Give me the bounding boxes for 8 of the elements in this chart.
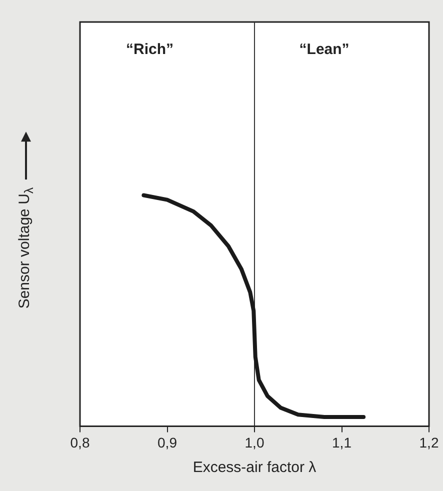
text: “Rich” [126, 41, 174, 58]
x-tick-label: 1,2 [419, 434, 439, 450]
x-tick-label: 0,8 [70, 434, 90, 450]
x-axis-title: Excess-air factor λ [192, 459, 317, 476]
x-tick-label: 1,1 [332, 434, 352, 450]
x-tick-label: 0,9 [158, 434, 178, 450]
x-tick-label: 1,0 [244, 434, 264, 450]
text: “Lean” [299, 41, 350, 58]
